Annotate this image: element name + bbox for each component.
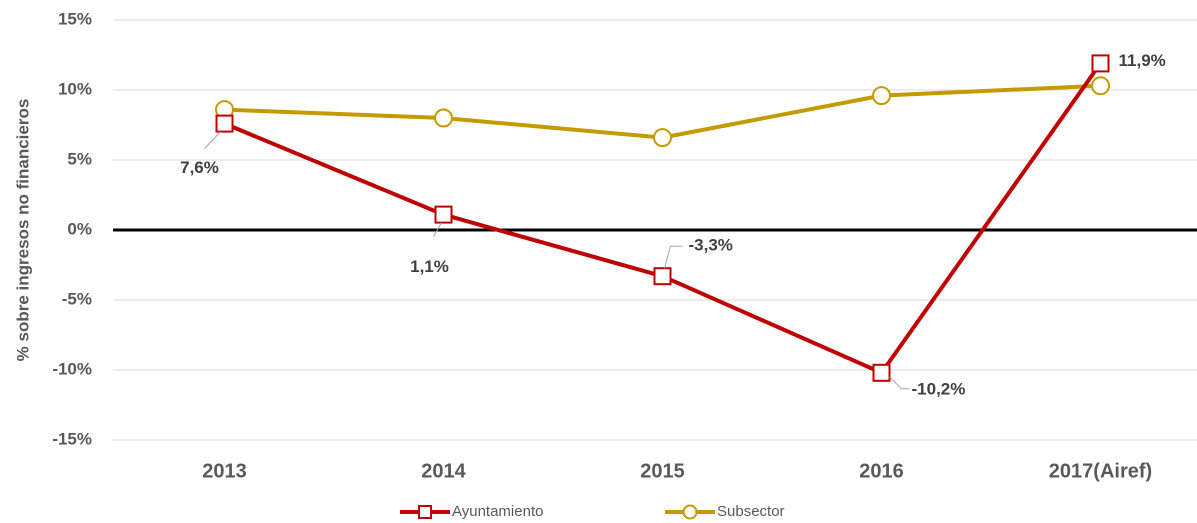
- x-tick-label: 2014: [421, 460, 466, 482]
- marker: [653, 267, 672, 286]
- data-label: 1,1%: [410, 257, 449, 276]
- y-tick-label: -5%: [62, 289, 92, 308]
- y-tick-label: 10%: [58, 79, 92, 98]
- marker: [653, 128, 672, 148]
- x-tick-label: 2016: [859, 460, 904, 482]
- y-tick-label: 5%: [67, 149, 92, 168]
- leader-line: [433, 222, 442, 237]
- data-label: -10,2%: [912, 379, 966, 398]
- y-axis-label: % sobre ingresos no financieros: [13, 99, 32, 362]
- y-tick-label: -10%: [52, 359, 92, 378]
- x-tick-label: 2013: [202, 460, 247, 482]
- y-tick-label: 15%: [58, 9, 92, 28]
- y-tick-label: -15%: [52, 429, 92, 448]
- marker: [434, 108, 453, 128]
- leader-line: [664, 245, 683, 269]
- legend-label: Ayuntamiento: [452, 503, 543, 520]
- data-label: 7,6%: [180, 158, 219, 177]
- legend-marker: [418, 505, 432, 519]
- x-tick-label: 2015: [640, 460, 685, 482]
- leader-line: [889, 376, 910, 390]
- marker: [215, 114, 234, 133]
- marker: [872, 363, 891, 382]
- data-label: -3,3%: [689, 236, 733, 255]
- legend-marker: [682, 504, 698, 520]
- marker: [434, 205, 453, 224]
- marker: [1091, 54, 1110, 73]
- leader-line: [204, 131, 221, 149]
- series-line: [223, 62, 1103, 376]
- x-tick-label: 2017(Airef): [1049, 460, 1152, 482]
- y-tick-label: 0%: [67, 219, 92, 238]
- legend-label: Subsector: [717, 503, 785, 520]
- data-label: 11,9%: [1119, 51, 1166, 70]
- marker: [872, 86, 891, 106]
- marker: [1091, 76, 1110, 96]
